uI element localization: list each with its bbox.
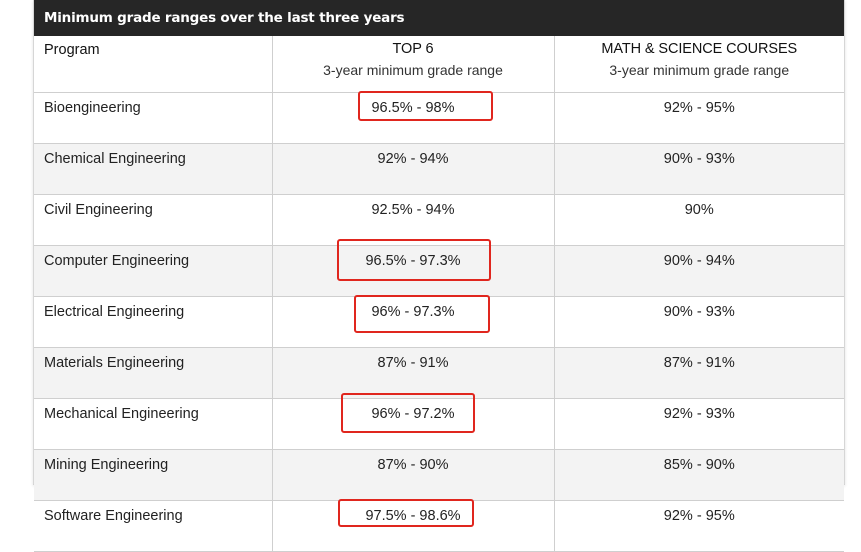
table-row: Electrical Engineering 96% - 97.3% 90% - 9… — [34, 295, 844, 348]
top6-range-value: 96.5% - 97.3% — [365, 253, 461, 269]
math-science-range-cell: 90% - 93% — [554, 296, 844, 348]
program-cell: Software Engineering — [34, 500, 273, 552]
grade-range-table: Program TOP 6 3-year minimum grade range… — [34, 36, 844, 552]
top6-range-cell: 97.5% - 98.6% — [272, 499, 555, 552]
top6-range-cell: 87% - 90% — [272, 449, 555, 501]
highlight-box — [354, 295, 491, 333]
top6-range-value: 92% - 94% — [377, 151, 449, 167]
top6-range-cell: 96.5% - 98% — [272, 91, 555, 144]
math-science-range-cell: 92% - 95% — [554, 500, 844, 552]
table-row: Chemical Engineering 92% - 94% 90% - 93% — [34, 143, 844, 195]
column-header-math-science: MATH & SCIENCE COURSES 3-year minimum gr… — [554, 36, 844, 93]
table-title: Minimum grade ranges over the last three… — [34, 0, 844, 36]
math-science-range-cell: 87% - 91% — [554, 347, 844, 399]
highlight-box — [338, 499, 475, 527]
math-science-range-cell: 92% - 95% — [554, 92, 844, 144]
grade-table-card: Minimum grade ranges over the last three… — [33, 0, 845, 552]
table-row: Software Engineering 97.5% - 98.6% 92% - 9… — [34, 499, 844, 552]
table-row: Bioengineering 96.5% - 98% 92% - 95% — [34, 91, 844, 144]
top6-range-cell: 96% - 97.2% — [272, 393, 555, 450]
top6-range-value: 87% - 91% — [377, 355, 449, 371]
column-header-top6: TOP 6 3-year minimum grade range — [272, 36, 555, 93]
math-header-sublabel: 3-year minimum grade range — [609, 62, 790, 78]
math-science-range-cell: 92% - 93% — [554, 398, 844, 450]
top6-range-value: 87% - 90% — [377, 457, 449, 473]
program-cell: Mechanical Engineering — [34, 398, 273, 450]
top6-range-cell: 96% - 97.3% — [272, 295, 555, 348]
program-cell: Materials Engineering — [34, 347, 273, 399]
highlight-box — [358, 91, 494, 121]
math-science-range-cell: 85% - 90% — [554, 449, 844, 501]
top6-header-label: TOP 6 — [392, 41, 434, 57]
top6-range-value: 96% - 97.2% — [371, 406, 455, 422]
table-row: Computer Engineering 96.5% - 97.3% 90% - 9… — [34, 239, 844, 297]
top6-range-cell: 87% - 91% — [272, 347, 555, 399]
table-row: Mining Engineering 87% - 90% 85% - 90% — [34, 449, 844, 501]
math-science-range-cell: 90% - 94% — [554, 245, 844, 297]
program-cell: Bioengineering — [34, 92, 273, 144]
column-header-program: Program — [34, 36, 273, 93]
program-cell: Mining Engineering — [34, 449, 273, 501]
top6-range-cell: 96.5% - 97.3% — [272, 239, 555, 297]
program-cell: Electrical Engineering — [34, 296, 273, 348]
top6-range-cell: 92% - 94% — [272, 143, 555, 195]
math-science-range-cell: 90% — [554, 194, 844, 246]
program-cell: Chemical Engineering — [34, 143, 273, 195]
top6-range-value: 96% - 97.3% — [371, 304, 455, 320]
highlight-box — [337, 239, 492, 281]
table-row: Materials Engineering 87% - 91% 87% - 91% — [34, 347, 844, 399]
table-row: Mechanical Engineering 96% - 97.2% 92% - 9… — [34, 393, 844, 450]
program-cell: Computer Engineering — [34, 245, 273, 297]
program-cell: Civil Engineering — [34, 194, 273, 246]
table-row: Civil Engineering 92.5% - 94% 90% — [34, 194, 844, 246]
math-science-range-cell: 90% - 93% — [554, 143, 844, 195]
top6-range-value: 92.5% - 94% — [371, 202, 455, 218]
math-header-label: MATH & SCIENCE COURSES — [601, 41, 798, 57]
table-header-row: Program TOP 6 3-year minimum grade range… — [34, 36, 844, 93]
top6-header-sublabel: 3-year minimum grade range — [323, 62, 503, 78]
top6-range-cell: 92.5% - 94% — [272, 194, 555, 246]
highlight-box — [341, 393, 476, 433]
top6-range-value: 96.5% - 98% — [371, 100, 455, 116]
